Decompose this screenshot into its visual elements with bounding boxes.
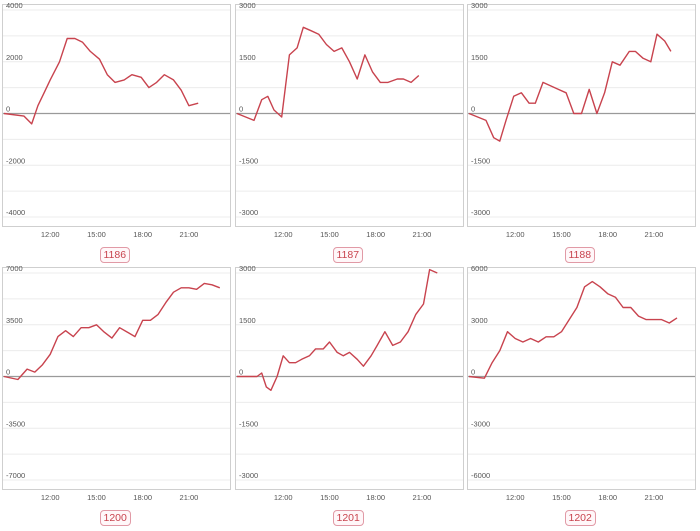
chart-label-tag: 1186 [99,247,131,263]
x-tick-label: 21:00 [180,230,199,239]
x-tick-label: 15:00 [87,493,106,502]
x-tick-label: 15:00 [87,230,106,239]
y-tick-label: 7000 [6,264,23,273]
x-tick-label: 12:00 [274,230,293,239]
series-line [3,282,221,381]
y-tick-label: -4000 [6,208,25,217]
y-tick-label: 4000 [6,1,23,10]
series-line [468,280,678,379]
plot-frame [467,4,696,227]
x-tick-label: 15:00 [320,493,339,502]
y-tick-label: 0 [6,368,10,377]
x-tick-label: 12:00 [274,493,293,502]
x-tick-label: 12:00 [506,230,525,239]
plot-frame [235,4,464,227]
y-tick-label: 3500 [6,316,23,325]
y-tick-label: 6000 [471,264,488,273]
y-tick-label: -3000 [471,419,490,428]
chart-panel-1201: 3000 1500 0 -1500 -3000 12:00 15:00 18:00 21:00 [235,264,464,504]
x-tick-label: 15:00 [320,230,339,239]
line-chart: 4000 2000 0 -2000 -4000 12:00 15:00 18:00 21:00 [2,1,231,239]
x-tick-label: 15:00 [552,230,571,239]
y-tick-label: 3000 [471,316,488,325]
y-tick-label: -3500 [6,419,25,428]
chart-label-tag: 1188 [564,247,596,263]
y-tick-label: -1500 [239,156,258,165]
series-line [468,33,672,142]
y-tick-label: 1500 [239,53,256,62]
x-tick-label: 12:00 [41,493,60,502]
x-tick-label: 18:00 [366,230,385,239]
series-line [236,26,420,122]
y-tick-label: -1500 [471,156,490,165]
line-chart: 3000 1500 0 -1500 -3000 12:00 15:00 18:00 21:00 [235,1,464,239]
y-tick-label: 3000 [239,1,256,10]
chart-panel-1202: 6000 3000 0 -3000 -6000 12:00 15:00 18:00 21:00 [467,264,696,504]
x-tick-label: 18:00 [133,230,152,239]
line-chart: 3000 1500 0 -1500 -3000 12:00 15:00 18:00 21:00 [235,264,464,502]
y-tick-label: 0 [239,368,243,377]
line-chart: 7000 3500 0 -3500 -7000 12:00 15:00 18:00 21:00 [2,264,231,502]
chart-panel-1200: 7000 3500 0 -3500 -7000 12:00 15:00 18:00 21:00 [2,264,231,504]
plot-frame [2,4,231,227]
chart-label-tag: 1187 [332,247,364,263]
y-tick-label: -3000 [239,208,258,217]
y-tick-label: 2000 [6,53,23,62]
y-tick-label: 1500 [239,316,256,325]
x-tick-label: 18:00 [133,493,152,502]
y-tick-label: -2000 [6,156,25,165]
x-tick-label: 21:00 [645,493,664,502]
chart-label-tag: 1200 [99,510,131,526]
y-tick-label: -7000 [6,471,25,480]
x-tick-label: 18:00 [598,493,617,502]
plot-frame [235,267,464,490]
line-chart: 3000 1500 0 -1500 -3000 12:00 15:00 18:00 21:00 [467,1,696,239]
x-tick-label: 21:00 [413,230,432,239]
y-tick-label: 3000 [471,1,488,10]
series-line [3,37,199,125]
x-tick-label: 12:00 [506,493,525,502]
y-tick-label: -3000 [239,471,258,480]
line-chart: 6000 3000 0 -3000 -6000 12:00 15:00 18:00 21:00 [467,264,696,502]
x-tick-label: 12:00 [41,230,60,239]
y-tick-label: 3000 [239,264,256,273]
y-tick-label: -3000 [471,208,490,217]
chart-panel-1186: 4000 2000 0 -2000 -4000 12:00 15:00 18:00 21:00 [2,1,231,241]
plot-frame [467,267,696,490]
x-tick-label: 21:00 [180,493,199,502]
x-tick-label: 21:00 [413,493,432,502]
chart-label-tag: 1201 [332,510,364,526]
y-tick-label: 0 [471,105,475,114]
y-tick-label: 1500 [471,53,488,62]
chart-panel-1187: 3000 1500 0 -1500 -3000 12:00 15:00 18:00 21:00 [235,1,464,241]
x-tick-label: 18:00 [598,230,617,239]
y-tick-label: 0 [471,368,475,377]
y-tick-label: -6000 [471,471,490,480]
x-tick-label: 15:00 [552,493,571,502]
x-tick-label: 18:00 [366,493,385,502]
plot-frame [2,267,231,490]
y-tick-label: -1500 [239,419,258,428]
chart-panel-1188: 3000 1500 0 -1500 -3000 12:00 15:00 18:00 21:00 [467,1,696,241]
x-tick-label: 21:00 [645,230,664,239]
chart-label-tag: 1202 [564,510,596,526]
series-line [237,268,438,392]
y-tick-label: 0 [6,105,10,114]
y-tick-label: 0 [239,105,243,114]
